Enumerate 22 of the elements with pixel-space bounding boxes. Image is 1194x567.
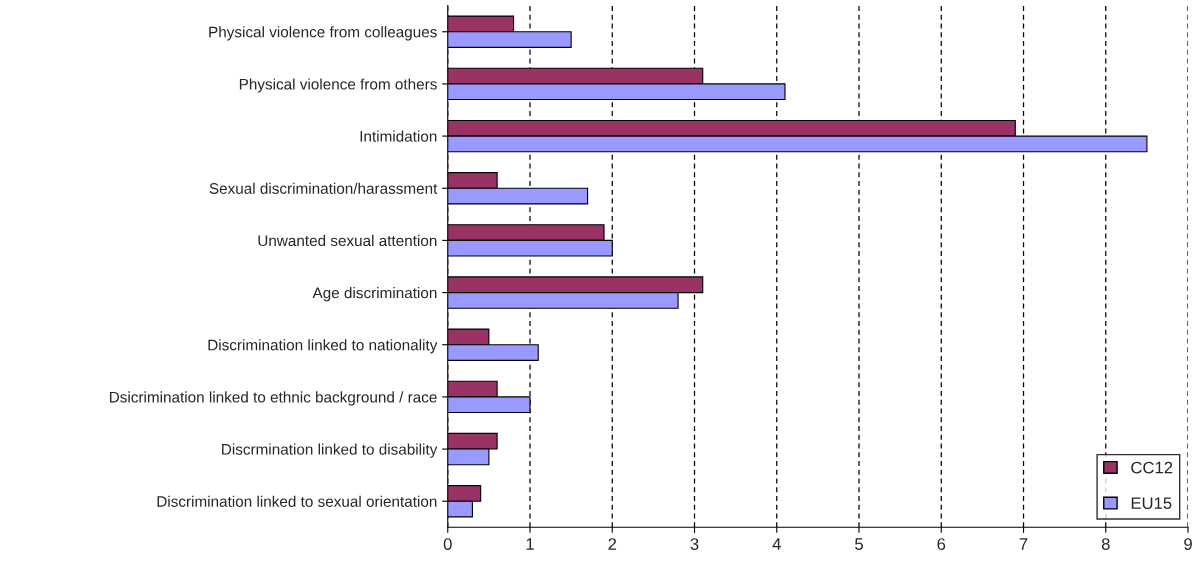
x-tick-label: 3 <box>690 538 699 550</box>
legend-label: EU15 <box>1131 497 1172 510</box>
x-tick-label: 0 <box>443 538 452 550</box>
x-tick-label: 1 <box>526 538 534 550</box>
y-tick-label: Age discrimination <box>312 287 437 302</box>
x-tick-label: 4 <box>772 538 781 550</box>
y-tick-label: Discrmination linked to disability <box>222 443 438 458</box>
x-tick-label: 8 <box>1101 538 1110 550</box>
x-tick-label: 2 <box>608 538 617 550</box>
x-tick-label: 5 <box>855 538 863 550</box>
y-tick-label: Physical violence from others <box>239 78 437 93</box>
y-tick-label: Discrimination linked to sexual orientation <box>157 495 437 507</box>
y-tick-label: Sexual discrimination/harassment <box>209 182 438 194</box>
y-tick-label: Dsicrimination linked to ethnic background / race <box>109 391 437 406</box>
x-tick-label: 6 <box>937 538 946 550</box>
y-tick-label: Physical violence from colleagues <box>209 26 437 41</box>
y-tick-label: Intimidation <box>360 130 437 142</box>
legend-label: CC12 <box>1131 461 1173 474</box>
y-tick-label: Discrimination linked to nationality <box>208 339 438 354</box>
x-tick-label: 9 <box>1184 538 1192 550</box>
y-tick-label: Unwanted sexual attention <box>258 234 437 247</box>
x-tick-label: 7 <box>1019 538 1028 550</box>
